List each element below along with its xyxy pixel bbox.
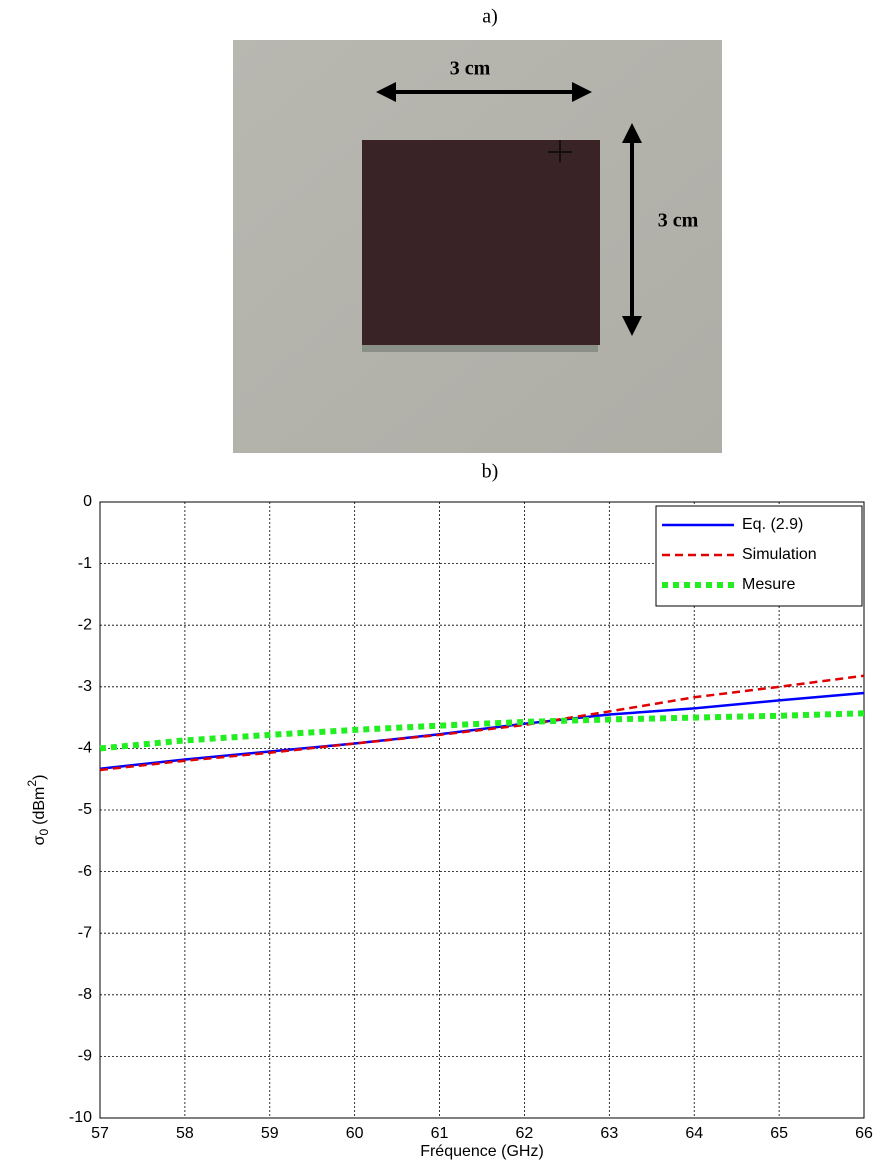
panel-label: b) [482, 461, 499, 483]
series-line [99, 674, 865, 772]
y-tick-label: -2 [78, 616, 92, 633]
legend-label: Simulation [742, 546, 817, 563]
x-axis-label: Fréquence (GHz) [420, 1143, 544, 1160]
y-tick-label: -5 [78, 801, 92, 818]
y-label-subscript: 0 [37, 829, 51, 836]
y-tick-label: -4 [78, 740, 92, 757]
y-tick-label: 0 [83, 493, 92, 510]
y-tick-label: -10 [69, 1109, 92, 1126]
x-tick-label: 60 [346, 1125, 364, 1142]
mark [548, 140, 572, 162]
axes-frame [99, 501, 865, 1119]
y-tick-label: -3 [78, 678, 92, 695]
x-tick-label: 64 [685, 1125, 703, 1142]
panel-label: a) [482, 6, 498, 28]
y-tick-label: -7 [78, 924, 92, 941]
y-tick-label: -9 [78, 1048, 92, 1065]
height-label: 3 cm [658, 210, 699, 232]
x-tick-label: 58 [176, 1125, 194, 1142]
legend-label: Mesure [742, 576, 795, 593]
y-tick-label: -1 [78, 555, 92, 572]
y-tick-label: -6 [78, 863, 92, 880]
y-axis-label: σ0 (dBm2) [25, 775, 51, 846]
y-label-superscript: 2 [25, 780, 39, 787]
y-label-unit: (dBm [31, 787, 48, 825]
x-tick-label: 66 [855, 1125, 873, 1142]
x-tick-label: 63 [600, 1125, 618, 1142]
legend-label: Eq. (2.9) [742, 516, 803, 533]
x-tick-label: 61 [431, 1125, 449, 1142]
y-label-close: ) [31, 775, 48, 780]
width-label: 3 cm [450, 58, 491, 80]
y-tick-label: -8 [78, 986, 92, 1003]
x-tick-label: 65 [770, 1125, 788, 1142]
sample [362, 140, 600, 345]
y-label-symbol: σ [31, 835, 48, 845]
x-tick-label: 59 [261, 1125, 279, 1142]
x-tick-label: 62 [516, 1125, 534, 1142]
photo: 3 cm 3 cm [233, 40, 722, 453]
x-tick-label: 57 [91, 1125, 109, 1142]
